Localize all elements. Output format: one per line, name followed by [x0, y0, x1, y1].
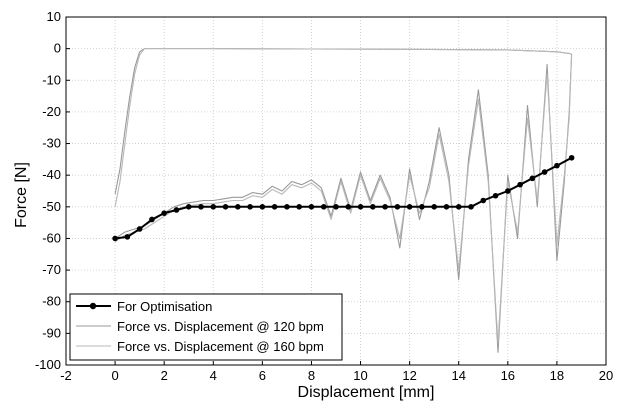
series-point-optimisation	[308, 204, 315, 210]
x-tick-label: 12	[402, 368, 416, 383]
series-point-optimisation	[161, 210, 167, 216]
series-point-optimisation	[198, 204, 204, 210]
series-point-optimisation	[431, 204, 437, 210]
series-point-optimisation	[517, 181, 523, 188]
series-point-optimisation	[568, 154, 575, 161]
series-point-optimisation	[455, 204, 462, 210]
y-tick-label: -10	[42, 72, 61, 87]
series-point-optimisation	[333, 204, 339, 210]
series-point-optimisation	[370, 204, 376, 210]
series-point-optimisation	[173, 207, 180, 213]
series-point-optimisation	[554, 162, 560, 169]
legend-box	[69, 293, 343, 361]
x-tick-label: 20	[599, 368, 613, 383]
x-tick-label: -2	[60, 368, 72, 383]
x-tick-label: 18	[550, 368, 564, 383]
series-point-optimisation	[222, 204, 229, 210]
x-tick-label: 10	[353, 368, 367, 383]
x-tick-label: 4	[210, 368, 217, 383]
x-tick-label: 6	[259, 368, 266, 383]
series-point-optimisation	[259, 204, 266, 210]
legend-label-optimisation: For Optimisation	[117, 299, 212, 314]
y-tick-label: 0	[54, 41, 61, 56]
series-point-optimisation	[185, 204, 192, 210]
series-point-optimisation	[406, 204, 413, 210]
series-point-optimisation	[357, 204, 364, 210]
tick-labels: -2 0 2 4 6 8 10 12 14 16 18 20100-10-20-30-40-50-60…	[35, 9, 613, 383]
x-tick-label: 14	[451, 368, 465, 383]
series-point-optimisation	[271, 204, 278, 210]
series-point-optimisation	[468, 204, 474, 210]
legend-label-160bpm: Force vs. Displacement @ 160 bpm	[117, 339, 324, 354]
series-point-optimisation	[235, 204, 241, 210]
y-tick-label: -50	[42, 199, 61, 214]
series-point-optimisation	[345, 204, 352, 210]
x-tick-label: 0	[111, 368, 118, 383]
series-point-optimisation	[149, 216, 155, 223]
y-tick-label: 10	[47, 9, 61, 24]
y-tick-label: -60	[42, 230, 61, 245]
legend-label-120bpm: Force vs. Displacement @ 120 bpm	[117, 319, 324, 334]
plot-area-frame	[65, 16, 607, 366]
series-point-optimisation	[541, 169, 548, 175]
series-point-optimisation	[296, 204, 302, 210]
y-tick-label: -30	[42, 136, 61, 151]
series-point-optimisation	[210, 204, 217, 210]
series-point-optimisation	[112, 235, 118, 242]
series-line-2	[114, 48, 573, 344]
series-point-optimisation	[443, 204, 450, 210]
legend-marker-optimisation	[89, 302, 97, 310]
x-tick-label: 2	[161, 368, 168, 383]
series-point-optimisation	[247, 204, 253, 210]
series-point-optimisation	[394, 204, 401, 210]
series-point-optimisation	[382, 204, 388, 210]
series-point-optimisation	[419, 204, 425, 210]
series-point-optimisation	[492, 192, 499, 199]
y-tick-label: -100	[35, 357, 61, 372]
y-tick-label: -40	[42, 167, 61, 182]
series-layer	[112, 48, 575, 353]
series-point-optimisation	[320, 204, 327, 210]
series-point-optimisation	[136, 226, 143, 232]
series-point-optimisation	[480, 197, 487, 204]
x-tick-label: 16	[501, 368, 515, 383]
series-point-optimisation	[505, 188, 511, 194]
x-axis-label: Displacement [mm]	[298, 384, 435, 401]
y-tick-label: -90	[42, 325, 61, 340]
series-point-optimisation	[124, 234, 131, 240]
y-tick-label: -20	[42, 104, 61, 119]
legend: For Optimisation Force vs. Displacement …	[69, 293, 343, 361]
x-tick-label: 8	[308, 368, 315, 383]
y-axis-label: Force [N]	[13, 162, 30, 228]
plot-frame	[65, 16, 607, 366]
y-tick-label: -70	[42, 262, 61, 277]
series-point-optimisation	[529, 175, 536, 182]
y-tick-label: -80	[42, 294, 61, 309]
series-point-optimisation	[284, 204, 290, 210]
